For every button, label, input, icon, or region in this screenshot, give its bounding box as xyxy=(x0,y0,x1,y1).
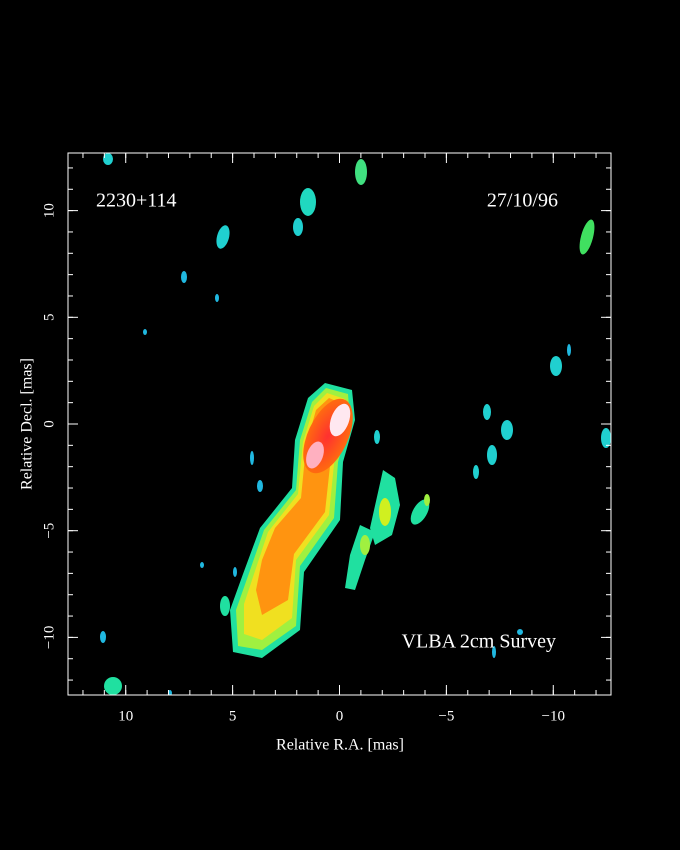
components xyxy=(100,153,611,695)
y-tick-label: 5 xyxy=(41,314,57,322)
x-tick-label: 5 xyxy=(229,708,237,724)
jet-peak xyxy=(306,441,324,469)
x-tick-label: −10 xyxy=(542,708,565,724)
x-tick-label: 10 xyxy=(118,708,133,724)
y-tick-label: −10 xyxy=(41,626,57,649)
source-name: 2230+114 xyxy=(96,190,177,212)
y-axis-label: Relative Decl. [mas] xyxy=(19,358,36,490)
x-tick-label: 0 xyxy=(336,708,344,724)
epoch: 27/10/96 xyxy=(487,190,558,212)
jet-peak xyxy=(329,403,351,437)
x-axis-label: Relative R.A. [mas] xyxy=(276,737,404,754)
y-tick-label: 10 xyxy=(41,203,57,218)
y-tick-label: 0 xyxy=(41,420,57,428)
radio-map xyxy=(100,153,611,695)
survey-label: VLBA 2cm Survey xyxy=(402,631,556,653)
x-tick-label: −5 xyxy=(438,708,454,724)
y-tick-label: −5 xyxy=(41,523,57,539)
